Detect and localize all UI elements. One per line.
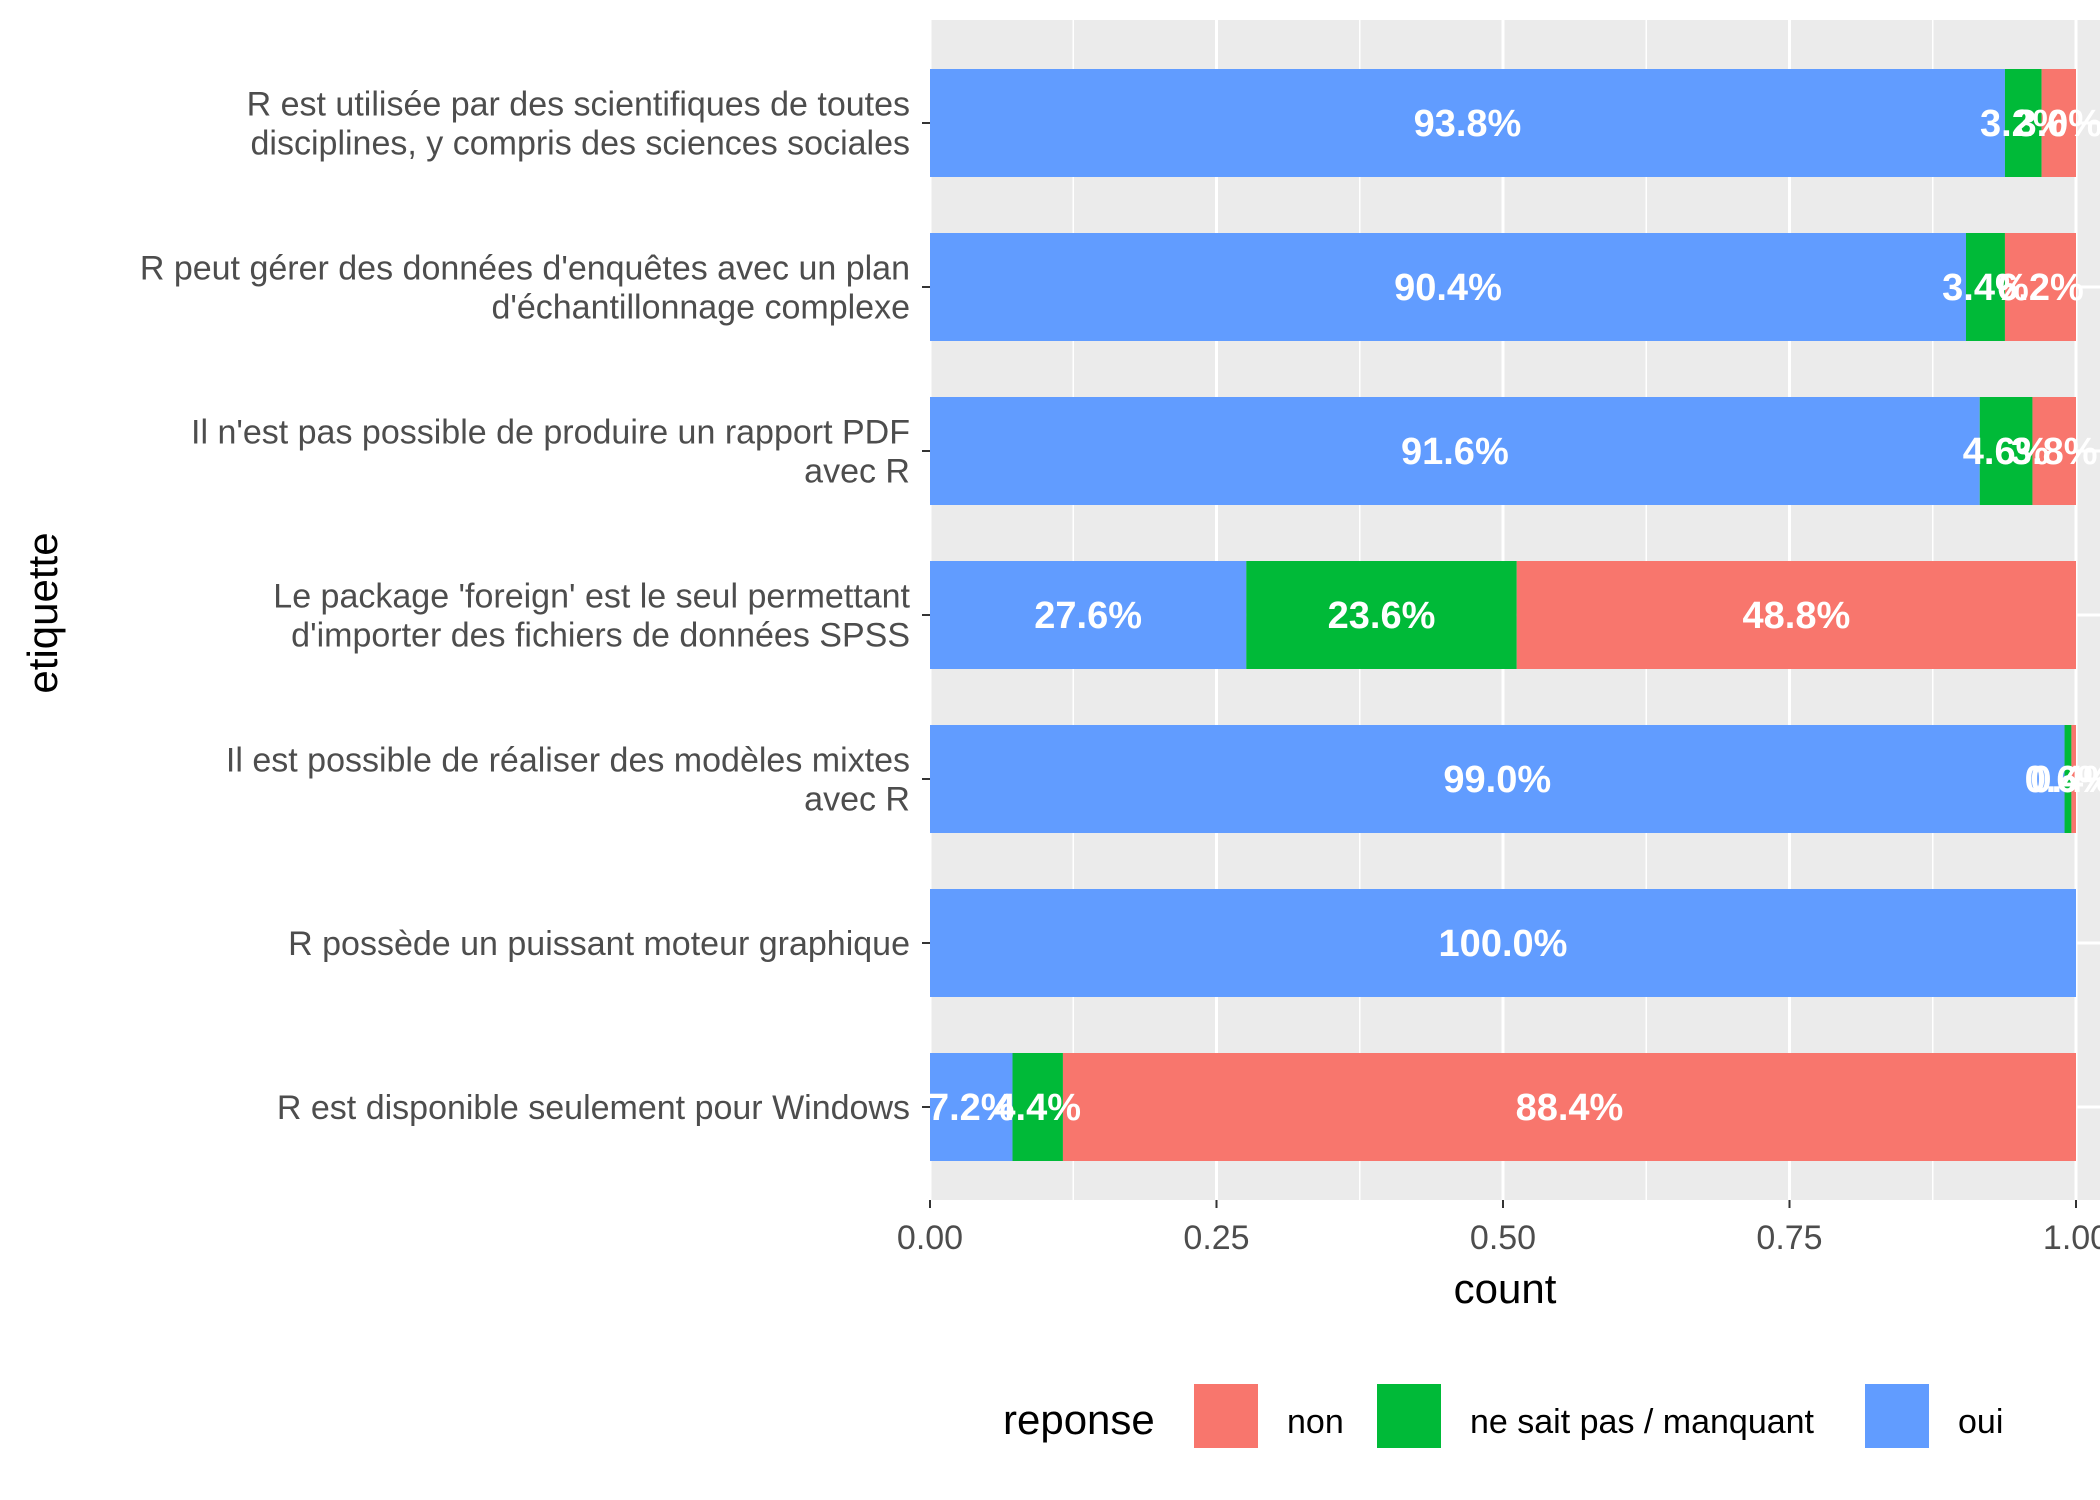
bar-value-label: 3.4% <box>1942 267 2029 309</box>
bar-value-label: 23.6% <box>1328 595 1436 637</box>
bar-segment <box>930 397 1980 505</box>
bar-value-label: 0.6% <box>2025 759 2100 801</box>
bar-value-label: 4.6% <box>1963 431 2050 473</box>
bar-segment <box>2064 725 2072 833</box>
bar-value-label: 88.4% <box>1516 1087 1624 1129</box>
bar-segment <box>1062 1053 2076 1161</box>
bar-value-label: 3.0% <box>2015 103 2100 145</box>
y-tick-label: R est disponible seulement pour Windows <box>277 1089 910 1127</box>
bar-segment <box>930 725 2065 833</box>
bar-value-label: 3.2% <box>1980 103 2067 145</box>
x-tick-label: 0.00 <box>897 1219 963 1257</box>
bar-value-label: 99.0% <box>1443 759 1551 801</box>
bar-segment <box>930 233 1966 341</box>
bar-value-label: 0.4% <box>2030 759 2100 801</box>
bar-value-label: 100.0% <box>1439 923 1568 965</box>
bar-segment <box>1012 1053 1063 1161</box>
bar-value-label: 93.8% <box>1414 103 1522 145</box>
y-tick-label: Il n'est pas possible de produire un rap… <box>191 414 910 491</box>
legend-key <box>1863 1382 1931 1450</box>
bar-value-label: 48.8% <box>1743 595 1851 637</box>
y-tick-label: R possède un puissant moteur graphique <box>288 925 910 963</box>
bar-segment <box>2041 69 2076 177</box>
x-tick-label: 0.50 <box>1470 1219 1536 1257</box>
bar-value-label: 90.4% <box>1394 267 1502 309</box>
legend-label: non <box>1287 1403 1344 1441</box>
bar-segment <box>2071 725 2076 833</box>
y-axis-title: etiquette <box>19 532 66 693</box>
bar-segment <box>2004 233 2076 341</box>
legend: reponse non ne sait pas / manquant oui <box>1003 1382 2003 1450</box>
y-tick-label: R peut gérer des données d'enquêtes avec… <box>140 250 910 327</box>
y-axis: R est utilisée par des scientifiques de … <box>140 86 930 1127</box>
bar-value-label: 7.2% <box>928 1087 1015 1129</box>
y-tick-label: Le package 'foreign' est le seul permett… <box>273 578 910 655</box>
bars: 93.8% 3.2%3.0% 90.4% 3.4%6.2% 91.6% 4.6%3.8% 2… <box>928 69 2100 1161</box>
bar-segment <box>930 889 2076 997</box>
legend-key <box>1375 1382 1443 1450</box>
x-tick-label: 0.75 <box>1756 1219 1822 1257</box>
bar-segment <box>1965 233 2005 341</box>
bar-segment <box>930 69 2005 177</box>
y-tick-label: R est utilisée par des scientifiques de … <box>247 86 910 163</box>
bar-segment <box>1979 397 2033 505</box>
bar-value-label: 91.6% <box>1401 431 1509 473</box>
bar-segment <box>1246 561 1517 669</box>
legend-label: ne sait pas / manquant <box>1470 1403 1815 1441</box>
bar-value-label: 27.6% <box>1034 595 1142 637</box>
x-axis-title: count <box>1454 1265 1557 1312</box>
bar-segment <box>2032 397 2076 505</box>
legend-key <box>1192 1382 1260 1450</box>
x-tick-label: 0.25 <box>1183 1219 1249 1257</box>
bar-segment <box>2004 69 2042 177</box>
x-tick-label: 1.00 <box>2043 1219 2100 1257</box>
legend-label: oui <box>1958 1403 2003 1441</box>
bar-segment <box>930 1053 1013 1161</box>
y-tick-label: Il est possible de réaliser des modèles … <box>226 742 910 819</box>
x-axis: 0.00 0.25 0.50 0.75 1.00 <box>897 1200 2100 1257</box>
bar-segment <box>1516 561 2076 669</box>
bar-segment <box>930 561 1247 669</box>
bar-value-label: 4.4% <box>994 1087 1081 1129</box>
bar-value-label: 3.8% <box>2011 431 2098 473</box>
legend-title: reponse <box>1003 1396 1155 1443</box>
bar-value-label: 6.2% <box>1997 267 2084 309</box>
